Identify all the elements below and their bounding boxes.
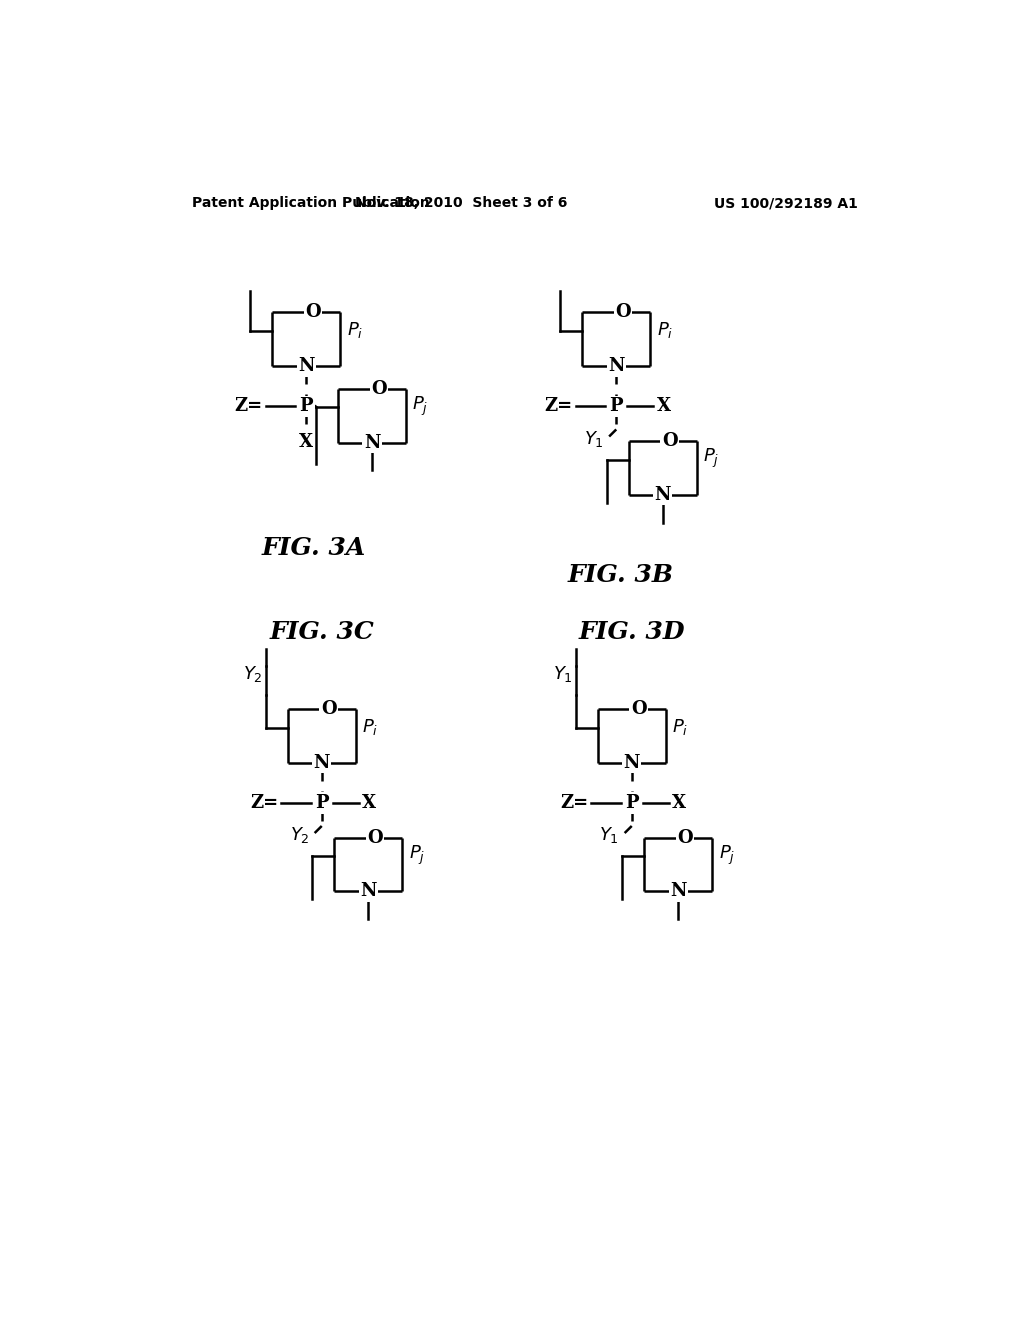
Text: $P_j$: $P_j$ [703,447,720,470]
Text: N: N [608,358,625,375]
Text: X: X [299,433,313,450]
Text: $P_j$: $P_j$ [409,843,425,867]
Text: $P_i$: $P_i$ [362,717,378,737]
Text: FIG. 3C: FIG. 3C [269,620,374,644]
Text: $Y_1$: $Y_1$ [584,429,604,449]
Text: FIG. 3D: FIG. 3D [579,620,685,644]
Text: X: X [672,793,686,812]
Text: N: N [298,358,314,375]
Text: $Y_2$: $Y_2$ [290,825,309,845]
Text: P: P [609,397,623,416]
Text: O: O [371,380,387,397]
Text: N: N [624,754,640,772]
Text: X: X [656,397,671,416]
Text: X: X [362,793,376,812]
Text: Z=: Z= [250,793,279,812]
Text: O: O [368,829,383,846]
Text: $P_i$: $P_i$ [346,321,362,341]
Text: $P_j$: $P_j$ [719,843,735,867]
Text: $Y_1$: $Y_1$ [599,825,620,845]
Text: $P_i$: $P_i$ [672,717,688,737]
Text: N: N [654,486,671,504]
Text: Z=: Z= [560,793,589,812]
Text: Z=: Z= [234,397,263,416]
Text: FIG. 3B: FIG. 3B [567,562,673,586]
Text: N: N [364,433,380,451]
Text: N: N [360,883,377,900]
Text: N: N [313,754,330,772]
Text: US 100/292189 A1: US 100/292189 A1 [714,197,858,210]
Text: O: O [305,304,321,321]
Text: $Y_1$: $Y_1$ [553,664,572,684]
Text: $Y_2$: $Y_2$ [243,664,263,684]
Text: Patent Application Publication: Patent Application Publication [191,197,429,210]
Text: $P_i$: $P_i$ [656,321,673,341]
Text: O: O [321,700,336,718]
Text: O: O [662,432,678,450]
Text: Nov. 18, 2010  Sheet 3 of 6: Nov. 18, 2010 Sheet 3 of 6 [355,197,567,210]
Text: P: P [299,397,313,416]
Text: FIG. 3A: FIG. 3A [262,536,367,560]
Text: P: P [315,793,329,812]
Text: P: P [625,793,639,812]
Text: O: O [677,829,693,846]
Text: O: O [631,700,646,718]
Text: N: N [670,883,686,900]
Text: $P_j$: $P_j$ [413,395,429,418]
Text: O: O [615,304,631,321]
Text: Z=: Z= [545,397,572,416]
